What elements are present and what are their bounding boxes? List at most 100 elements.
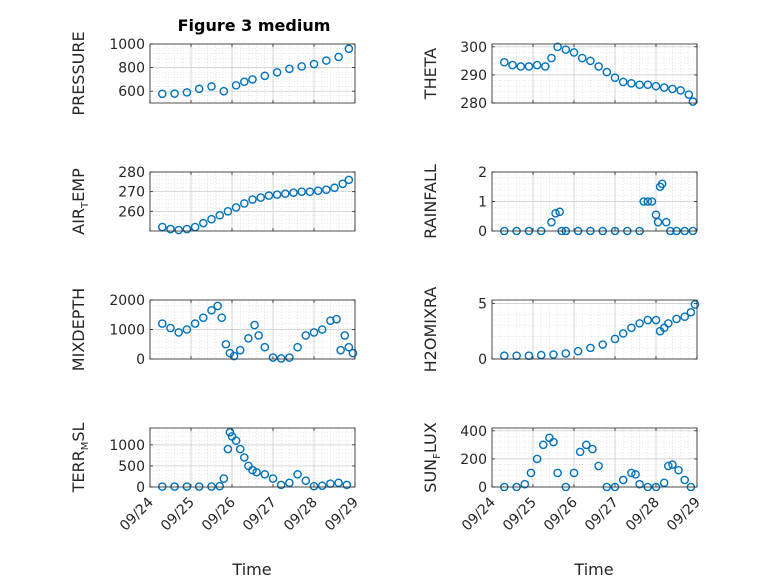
data-point <box>239 77 249 87</box>
data-point <box>276 480 286 490</box>
data-point <box>676 86 685 95</box>
data-point <box>309 59 319 69</box>
y-axis-label-sub: T <box>80 201 91 209</box>
y-axis-label-main: MIXDEPTH <box>69 288 88 371</box>
y-tick-label: 0 <box>478 224 487 240</box>
data-point <box>573 346 583 356</box>
y-axis-label: THETA <box>421 48 440 100</box>
data-point <box>627 79 636 88</box>
data-point <box>586 343 595 353</box>
data-point <box>166 224 175 234</box>
data-point <box>239 453 249 462</box>
data-point <box>293 470 302 479</box>
y-axis-label-main: H2OMIXRA <box>421 287 440 373</box>
data-point <box>235 444 245 454</box>
y-axis-label-sub: M <box>80 442 91 451</box>
data-point <box>338 179 348 189</box>
data-point <box>321 185 331 194</box>
data-point <box>297 62 307 71</box>
y-tick-label: 0 <box>136 480 145 496</box>
data-point <box>268 353 278 362</box>
data-point <box>231 436 241 445</box>
data-point <box>344 175 354 185</box>
data-point <box>635 479 644 489</box>
data-point <box>285 478 294 488</box>
data-point <box>256 193 266 202</box>
data-series <box>157 301 358 363</box>
data-point <box>664 461 673 471</box>
data-point <box>499 57 509 67</box>
data-point <box>643 315 653 325</box>
data-point <box>190 319 200 328</box>
y-axis-label-main: TERR <box>69 450 88 493</box>
y-axis-label-tail: SL <box>69 423 88 442</box>
data-point <box>336 345 345 355</box>
data-point <box>326 316 335 325</box>
data-point <box>610 334 620 344</box>
data-point <box>174 328 183 337</box>
data-point <box>659 83 669 92</box>
data-point <box>174 225 183 235</box>
data-point <box>252 467 261 477</box>
data-point <box>672 314 681 324</box>
y-tick-label: 1000 <box>109 323 145 339</box>
data-point <box>157 89 167 99</box>
data-point <box>332 314 341 324</box>
y-tick-label: 270 <box>118 185 145 201</box>
y-axis-label-main: RAINFALL <box>421 164 440 239</box>
data-point <box>223 207 233 216</box>
data-point <box>194 84 204 94</box>
data-point <box>684 90 694 99</box>
data-point <box>532 454 542 464</box>
y-axis-label-tail: LUX <box>421 422 440 453</box>
data-point <box>635 319 644 328</box>
plot-area <box>492 428 697 487</box>
data-point <box>239 199 249 208</box>
data-point <box>594 461 603 471</box>
y-axis-label-main: SUN <box>421 459 440 493</box>
y-tick-label: 600 <box>118 84 145 100</box>
data-point <box>334 52 343 62</box>
y-axis-label-main: THETA <box>421 48 440 100</box>
y-tick-label: 300 <box>460 40 487 56</box>
data-point <box>588 444 597 454</box>
y-tick-label: 1000 <box>109 438 145 454</box>
data-point <box>541 62 550 71</box>
y-axis-label-main: AIR <box>69 208 88 235</box>
y-tick-label: 280 <box>118 165 145 181</box>
data-point <box>586 56 595 66</box>
data-point <box>549 437 558 447</box>
data-point <box>260 342 270 352</box>
data-point <box>610 73 620 83</box>
data-point <box>561 45 571 54</box>
y-axis-label-main: PRESSURE <box>69 31 88 115</box>
data-point <box>198 313 208 323</box>
data-point <box>668 460 677 469</box>
data-point <box>309 481 319 491</box>
y-tick-label: 2 <box>478 165 487 181</box>
data-point <box>157 319 167 328</box>
data-point <box>198 218 208 228</box>
data-point <box>618 475 628 485</box>
data-point <box>285 353 294 362</box>
data-point <box>182 88 192 97</box>
data-point <box>561 349 571 358</box>
data-point <box>170 89 179 98</box>
y-tick-label: 0 <box>136 352 145 368</box>
data-point <box>231 203 241 212</box>
y-tick-label: 1000 <box>109 37 145 53</box>
data-point <box>157 482 167 491</box>
data-point <box>594 62 603 71</box>
y-axis-label: H2OMIXRA <box>421 287 440 373</box>
axes-box <box>149 171 356 232</box>
y-tick-label: 290 <box>460 68 487 84</box>
data-point <box>182 224 192 234</box>
y-tick-label: 280 <box>460 96 487 112</box>
data-point <box>618 329 628 338</box>
y-axis-label-tail: EMP <box>69 168 88 202</box>
data-point <box>276 354 286 363</box>
data-point <box>602 67 612 77</box>
data-point <box>643 197 653 206</box>
axes-box <box>491 299 698 360</box>
data-point <box>166 323 175 333</box>
